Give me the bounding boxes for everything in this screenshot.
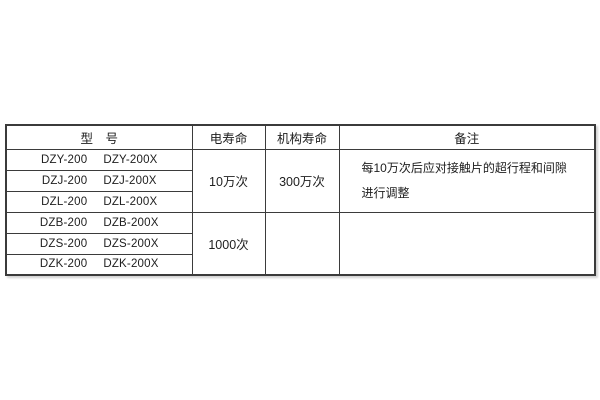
relay-lifespan-spec-table: 型 号 电寿命 机构寿命 备注 DZY-200 DZY-200X 10万次 30… bbox=[5, 124, 596, 276]
model-cell-dzb: DZB-200 DZB-200X bbox=[5, 211, 193, 234]
remarks-group2-cell bbox=[338, 211, 596, 276]
model-number: DZL-200 bbox=[41, 195, 88, 208]
model-number: DZJ-200 bbox=[41, 174, 88, 187]
table-row: DZK-200 DZK-200X bbox=[5, 253, 595, 276]
model-number: DZB-200X bbox=[103, 216, 159, 229]
model-number: DZS-200X bbox=[103, 237, 159, 250]
model-number: DZK-200 bbox=[39, 258, 88, 271]
table-row: DZY-200 DZY-200X 10万次 300万次 每10万次后应对接触片的… bbox=[5, 148, 596, 213]
remark-line: 每10万次后应对接触片的超行程和间隙 bbox=[361, 160, 567, 175]
remark-line: 进行调整 bbox=[361, 185, 410, 200]
model-number: DZY-200X bbox=[103, 153, 158, 166]
table-row: DZB-200 DZB-200X 1000次 bbox=[5, 211, 596, 276]
column-header-electrical-life: 电寿命 bbox=[191, 124, 266, 150]
remarks-group1-cell: 每10万次后应对接触片的超行程和间隙 进行调整 bbox=[338, 148, 596, 213]
model-number: DZK-200X bbox=[103, 258, 159, 271]
electrical-life-group1-cell: 10万次 bbox=[191, 148, 266, 213]
electrical-life-group2-cell: 1000次 bbox=[191, 211, 266, 276]
model-number: DZY-200 bbox=[40, 153, 88, 166]
mechanical-life-group1-cell: 300万次 bbox=[264, 148, 340, 213]
model-number: DZS-200 bbox=[39, 237, 88, 250]
model-cell-dzl: DZL-200 DZL-200X bbox=[5, 190, 193, 213]
column-header-remarks: 备注 bbox=[338, 124, 596, 150]
model-cell-dzy: DZY-200 DZY-200X bbox=[5, 148, 193, 171]
table-row: DZL-200 DZL-200X bbox=[5, 190, 595, 213]
model-number: DZJ-200X bbox=[103, 174, 157, 187]
model-cell-dzs: DZS-200 DZS-200X bbox=[5, 232, 193, 255]
model-cell-dzj: DZJ-200 DZJ-200X bbox=[5, 169, 193, 192]
model-cell-dzk: DZK-200 DZK-200X bbox=[5, 253, 193, 276]
mechanical-life-group2-cell bbox=[264, 211, 340, 276]
column-header-model: 型 号 bbox=[5, 124, 193, 150]
column-header-mechanical-life: 机构寿命 bbox=[264, 124, 340, 150]
table-header-row: 型 号 电寿命 机构寿命 备注 bbox=[5, 124, 596, 150]
model-number: DZB-200 bbox=[39, 216, 88, 229]
model-number: DZL-200X bbox=[103, 195, 158, 208]
